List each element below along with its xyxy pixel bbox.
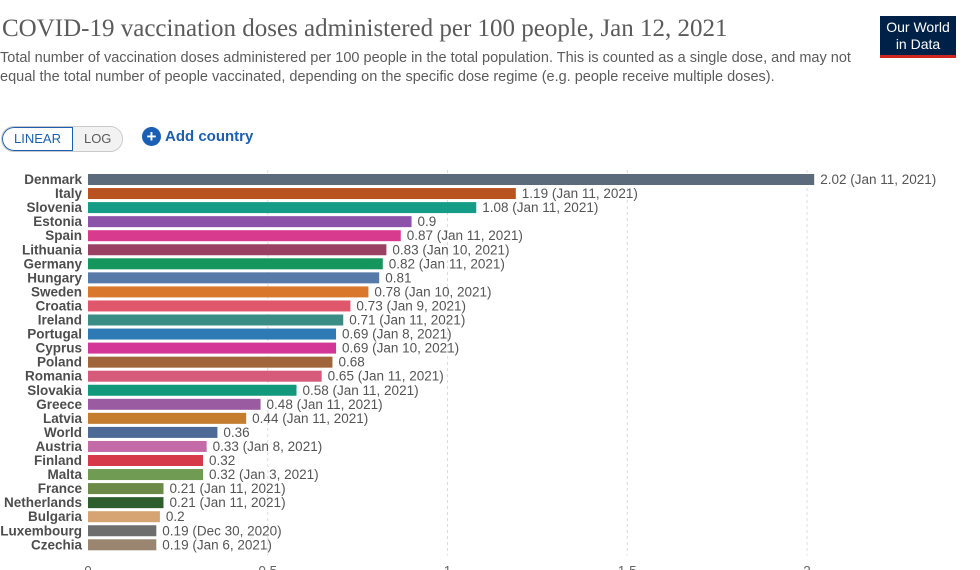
country-label: Croatia	[35, 298, 82, 313]
bar-sweden	[88, 286, 369, 298]
bar-ireland	[88, 314, 344, 326]
value-label: 0.19 (Dec 30, 2020)	[162, 523, 281, 538]
bar-austria	[88, 440, 207, 452]
bar-lithuania	[88, 244, 387, 256]
country-label: Greece	[36, 397, 82, 412]
x-tick-label: 1	[444, 563, 452, 570]
chart-title: COVID-19 vaccination doses administered …	[2, 15, 728, 42]
country-label: Sweden	[31, 284, 82, 299]
scale-toggle: LINEAR LOG	[1, 126, 124, 152]
country-label: Finland	[34, 453, 82, 468]
country-label: Romania	[25, 369, 83, 384]
value-label: 0.82 (Jan 11, 2021)	[389, 256, 505, 271]
country-label: Italy	[55, 186, 83, 201]
country-label: France	[38, 481, 83, 496]
bar-italy	[88, 188, 516, 200]
chart-subtitle: Total number of vaccination doses admini…	[0, 50, 851, 85]
bar-romania	[88, 370, 322, 382]
bar-world	[88, 426, 218, 438]
add-country-button[interactable]: + Add country	[142, 127, 253, 146]
country-label: Czechia	[31, 537, 83, 552]
value-label: 0.2	[166, 509, 185, 524]
add-country-label: Add country	[165, 128, 254, 145]
value-label: 0.44 (Jan 11, 2021)	[252, 411, 368, 426]
value-label: 0.69 (Jan 8, 2021)	[342, 327, 452, 342]
linear-scale-button[interactable]: LINEAR	[2, 127, 73, 151]
bar-portugal	[88, 328, 337, 340]
value-label: 0.78 (Jan 10, 2021)	[374, 284, 491, 299]
value-label: 0.32 (Jan 3, 2021)	[209, 467, 319, 482]
country-label: Hungary	[27, 270, 82, 285]
bar-spain	[88, 230, 401, 242]
bar-poland	[88, 356, 333, 368]
bar-latvia	[88, 412, 247, 424]
bar-germany	[88, 258, 383, 270]
value-label: 0.9	[418, 214, 437, 229]
country-label: Latvia	[43, 411, 83, 426]
country-label: Lithuania	[22, 242, 82, 257]
x-tick-label: 1.5	[618, 563, 637, 570]
country-label: Luxembourg	[0, 523, 82, 538]
value-label: 0.71 (Jan 11, 2021)	[349, 313, 465, 328]
country-label: Ireland	[38, 313, 82, 328]
logo-line-1: Our World	[886, 19, 950, 35]
country-label: Denmark	[24, 172, 82, 187]
logo-line-2: in Data	[895, 36, 941, 52]
bar-cyprus	[88, 342, 337, 354]
bar-malta	[88, 469, 204, 481]
country-label: Spain	[45, 228, 82, 243]
country-label: Malta	[47, 467, 82, 482]
value-label: 0.83 (Jan 10, 2021)	[392, 242, 509, 257]
value-label: 0.87 (Jan 11, 2021)	[407, 228, 523, 243]
value-label: 0.36	[223, 425, 249, 440]
bar-croatia	[88, 300, 351, 312]
country-label: Poland	[37, 355, 82, 370]
x-tick-label: 0	[84, 563, 92, 570]
bar-netherlands	[88, 497, 164, 509]
value-label: 0.68	[338, 355, 364, 370]
value-label: 0.21 (Jan 11, 2021)	[169, 481, 285, 496]
country-label: Bulgaria	[28, 509, 83, 524]
country-label: Portugal	[27, 327, 82, 342]
value-label: 0.33 (Jan 8, 2021)	[213, 439, 323, 454]
value-label: 0.81	[385, 270, 411, 285]
x-tick-label: 0.5	[258, 563, 277, 570]
bar-bulgaria	[88, 511, 160, 523]
bar-france	[88, 483, 164, 495]
x-tick-label: 2	[803, 563, 811, 570]
country-label: Estonia	[33, 214, 82, 229]
plus-circle-icon: +	[142, 127, 161, 146]
value-label: 0.73 (Jan 9, 2021)	[356, 298, 466, 313]
country-label: World	[44, 425, 82, 440]
value-label: 2.02 (Jan 11, 2021)	[820, 172, 936, 187]
bar-czechia	[88, 539, 157, 551]
country-label: Slovakia	[27, 383, 82, 398]
country-label: Netherlands	[4, 495, 82, 510]
value-label: 0.32	[209, 453, 235, 468]
bar-hungary	[88, 272, 380, 284]
value-label: 0.48 (Jan 11, 2021)	[267, 397, 383, 412]
country-label: Slovenia	[26, 200, 82, 215]
bar-estonia	[88, 216, 412, 228]
bar-luxembourg	[88, 525, 157, 537]
bar-slovakia	[88, 384, 297, 396]
value-label: 0.69 (Jan 10, 2021)	[342, 341, 459, 356]
owid-logo[interactable]: Our World in Data	[880, 16, 956, 58]
value-label: 0.58 (Jan 11, 2021)	[303, 383, 419, 398]
value-label: 1.08 (Jan 11, 2021)	[482, 200, 598, 215]
country-label: Germany	[23, 256, 82, 271]
value-label: 0.65 (Jan 11, 2021)	[328, 369, 444, 384]
value-label: 1.19 (Jan 11, 2021)	[522, 186, 638, 201]
bar-denmark	[88, 174, 815, 185]
bar-chart: Denmark 2.02 (Jan 11, 2021) Italy 1.19 (Jan…	[0, 170, 936, 570]
bar-greece	[88, 398, 261, 410]
bar-finland	[88, 455, 204, 466]
country-label: Austria	[35, 439, 82, 454]
value-label: 0.19 (Jan 6, 2021)	[162, 537, 272, 552]
value-label: 0.21 (Jan 11, 2021)	[169, 495, 285, 510]
country-label: Cyprus	[35, 341, 82, 356]
log-scale-button[interactable]: LOG	[72, 127, 123, 151]
bar-slovenia	[88, 202, 477, 214]
